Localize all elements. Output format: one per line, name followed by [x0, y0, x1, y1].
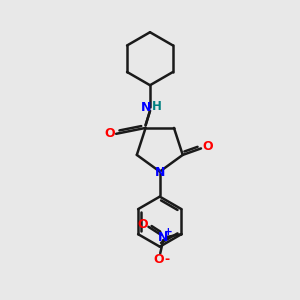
Text: H: H	[152, 100, 161, 113]
Text: N: N	[141, 101, 152, 114]
Text: +: +	[164, 227, 173, 237]
Text: -: -	[164, 253, 169, 266]
Text: O: O	[104, 127, 115, 140]
Text: N: N	[158, 231, 168, 244]
Text: O: O	[137, 218, 148, 231]
Text: O: O	[154, 253, 164, 266]
Text: N: N	[154, 166, 165, 179]
Text: O: O	[202, 140, 213, 154]
